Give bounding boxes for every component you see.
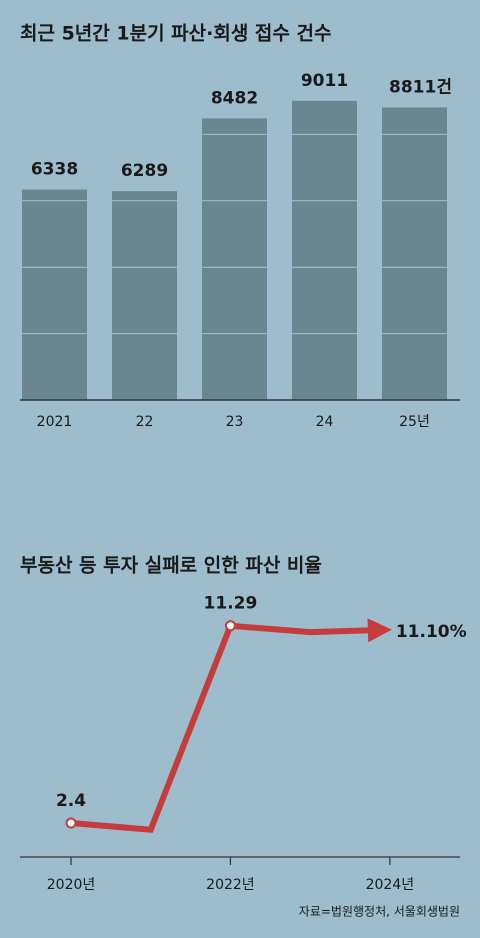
chart-title: 최근 5년간 1분기 파산·회생 접수 건수	[20, 23, 331, 45]
x-tick-label: 2021	[37, 414, 73, 430]
value-label: 9011	[301, 71, 348, 91]
value-label: 6289	[121, 161, 168, 181]
x-tick-label: 24	[316, 414, 334, 430]
point	[65, 817, 77, 829]
chart-title: 부동산 등 투자 실패로 인한 파산 비율	[20, 555, 322, 577]
bar	[292, 100, 357, 400]
point	[224, 620, 236, 632]
bar	[382, 107, 447, 401]
value-label: 11.10%	[396, 622, 467, 642]
x-tick-label: 2024년	[366, 877, 415, 893]
x-tick-label: 2020년	[47, 877, 96, 893]
value-label: 2.4	[56, 791, 86, 811]
bar	[112, 191, 177, 400]
x-tick-label: 23	[226, 414, 244, 430]
value-label: 8482	[211, 88, 258, 108]
bar	[22, 189, 87, 400]
value-label: 6338	[31, 160, 78, 180]
bar	[202, 118, 267, 401]
value-label: 8811건	[389, 77, 452, 97]
x-tick-label: 25년	[399, 414, 430, 430]
x-tick-label: 2022년	[206, 877, 255, 893]
line	[70, 618, 392, 833]
x-tick-label: 22	[136, 414, 154, 430]
source: 자료=법원행정처, 서울회생법원	[299, 904, 460, 919]
value-label: 11.29	[204, 594, 258, 614]
